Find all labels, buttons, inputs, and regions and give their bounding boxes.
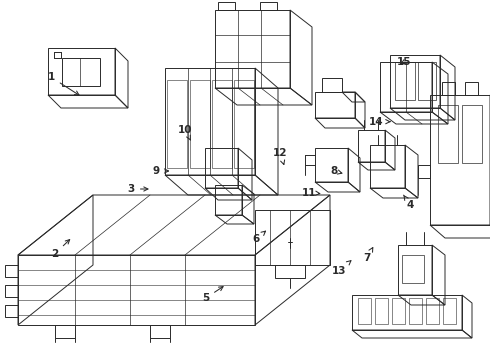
Text: 14: 14 [369,117,390,127]
Text: 9: 9 [152,166,169,176]
Text: 1: 1 [48,72,79,95]
Text: 7: 7 [363,248,373,264]
Text: 3: 3 [128,184,148,194]
Text: 12: 12 [273,148,288,165]
Text: 8: 8 [331,166,342,176]
Text: 10: 10 [178,125,193,140]
Text: 11: 11 [301,188,320,198]
Text: 15: 15 [397,57,412,67]
Text: 4: 4 [404,195,415,210]
Text: 2: 2 [51,240,70,259]
Text: 6: 6 [252,231,266,244]
Text: 5: 5 [202,287,223,303]
Text: 13: 13 [332,261,351,276]
